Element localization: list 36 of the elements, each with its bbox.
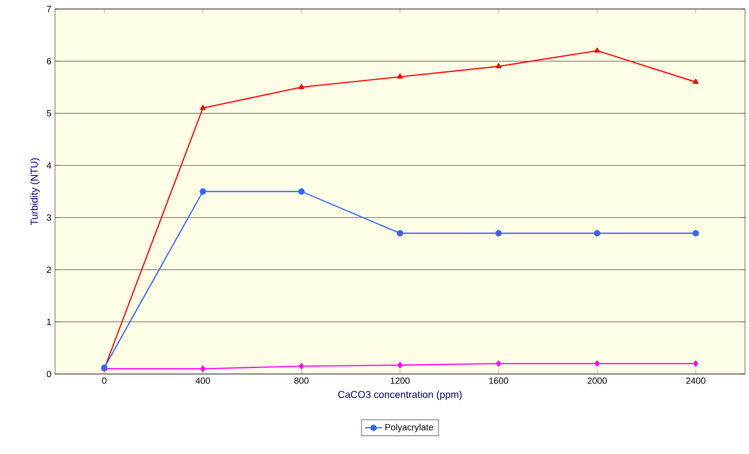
x-tick-label: 1200 (390, 378, 410, 384)
point (692, 230, 699, 236)
point (298, 362, 304, 370)
y-axis-title: Turbidity (NTU) (30, 158, 40, 226)
point (200, 188, 206, 195)
x-tick-label: 1600 (489, 378, 508, 384)
x-tick-label: 2400 (686, 378, 706, 384)
legend-label: Polyacrylate (385, 424, 434, 432)
x-tick-label: 2000 (588, 378, 607, 384)
y-tick-label: 0 (46, 370, 52, 378)
y-tick-label: 6 (46, 58, 52, 64)
point (397, 74, 403, 79)
point (396, 230, 404, 236)
y-tick-label: 3 (46, 214, 52, 221)
y-tick-label: 4 (46, 162, 52, 169)
point (692, 78, 699, 84)
point (594, 230, 600, 236)
point (594, 360, 600, 367)
point (298, 84, 304, 90)
x-tick-label: 400 (196, 378, 210, 384)
point (200, 366, 206, 372)
x-axis-title: CaCO3 concentration (ppm) (338, 390, 462, 400)
point (496, 360, 502, 367)
point (495, 230, 502, 236)
x-tick-label: 800 (294, 378, 309, 384)
y-tick-label: 2 (46, 266, 52, 273)
point (496, 63, 502, 68)
x-tick-label: 0 (102, 378, 106, 384)
point (397, 362, 403, 368)
y-tick-label: 1 (47, 318, 52, 325)
point (594, 48, 600, 53)
point (298, 188, 305, 195)
point (200, 104, 206, 110)
point (693, 360, 698, 367)
y-tick-label: 5 (46, 110, 52, 116)
y-tick-label: 7 (46, 6, 52, 12)
